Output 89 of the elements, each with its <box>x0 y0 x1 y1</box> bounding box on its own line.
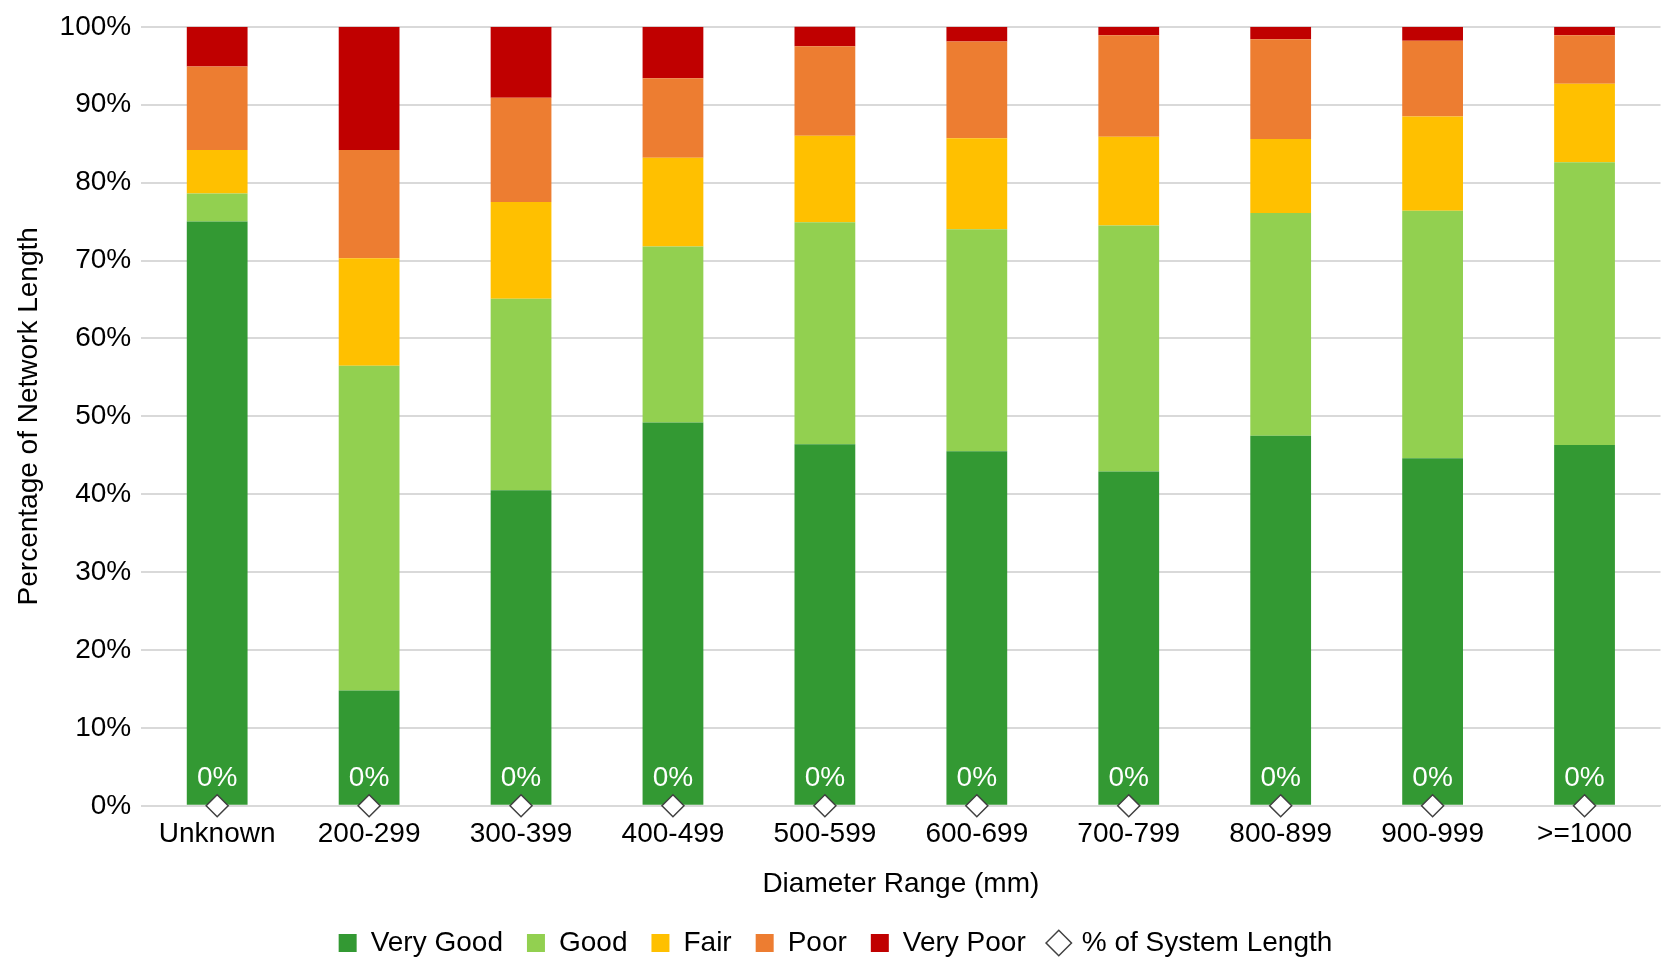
bar <box>186 26 248 67</box>
bar <box>642 78 704 158</box>
bar <box>1402 116 1463 211</box>
bar <box>794 46 856 136</box>
bar <box>1554 83 1615 163</box>
data-label: 0% <box>1108 760 1149 792</box>
x-tick-label: 600-699 <box>925 817 1029 849</box>
data-label: 0% <box>348 760 390 792</box>
data-label: 0% <box>196 760 238 792</box>
bar <box>186 149 248 194</box>
bar <box>794 444 856 805</box>
data-label: 0% <box>652 760 694 792</box>
x-tick-label: 700-799 <box>1077 817 1181 849</box>
data-label: 0% <box>804 760 846 792</box>
bar <box>1098 26 1160 36</box>
y-tick-label: 100% <box>59 9 132 41</box>
bar <box>338 690 400 805</box>
bar <box>642 157 704 247</box>
bar <box>794 222 856 445</box>
data-label: 0% <box>1412 760 1453 792</box>
bar <box>946 229 1008 452</box>
y-tick-label: 80% <box>75 165 132 197</box>
y-tick-label: 40% <box>75 476 132 508</box>
bar <box>794 135 856 223</box>
bar <box>338 26 400 150</box>
data-label: 0% <box>1564 760 1605 792</box>
bar <box>1402 26 1463 41</box>
bar <box>186 66 248 150</box>
x-tick-label: 200-299 <box>317 817 421 849</box>
bar <box>1402 40 1463 117</box>
bar <box>1098 35 1160 137</box>
bar <box>490 490 552 805</box>
bar <box>490 298 552 491</box>
bar <box>946 41 1008 139</box>
bar <box>338 365 400 691</box>
y-tick-label: 10% <box>75 710 132 742</box>
bar <box>1098 136 1160 226</box>
data-label: 0% <box>500 760 542 792</box>
bar <box>1554 445 1615 805</box>
bar <box>946 26 1008 42</box>
x-tick-label: 300-399 <box>469 817 573 849</box>
bar <box>1402 458 1463 805</box>
bar <box>338 258 400 366</box>
bar <box>794 26 856 47</box>
x-axis-title: Diameter Range (mm) <box>762 866 1040 898</box>
x-tick-label: 400-499 <box>621 817 725 849</box>
legend-label: Very Good <box>370 925 503 957</box>
bar <box>490 97 552 203</box>
x-tick-label: >=1000 <box>1537 817 1633 849</box>
bar <box>946 451 1008 805</box>
x-tick-label: 900-999 <box>1381 817 1484 849</box>
bar <box>946 138 1008 230</box>
bar <box>1250 26 1312 40</box>
bar <box>1554 26 1615 36</box>
y-tick-label: 70% <box>75 243 132 275</box>
bar <box>338 149 400 259</box>
y-tick-label: 0% <box>90 788 132 820</box>
bar <box>1554 35 1615 84</box>
bar <box>1554 162 1615 446</box>
bar <box>642 246 704 423</box>
legend-label: % of System Length <box>1081 925 1333 957</box>
bar <box>1250 435 1312 805</box>
legend-label: Very Poor <box>902 925 1026 957</box>
x-tick-label: 800-899 <box>1229 817 1333 849</box>
x-tick-label: 500-599 <box>773 817 877 849</box>
bar <box>1250 138 1312 213</box>
bar <box>186 193 248 222</box>
y-axis-title: Percentage of Network Length <box>11 227 43 606</box>
bar <box>1250 212 1312 436</box>
y-tick-label: 50% <box>75 399 132 431</box>
legend-label: Good <box>558 925 628 957</box>
y-tick-label: 20% <box>75 632 132 664</box>
y-tick-label: 60% <box>75 321 132 353</box>
bar <box>1098 225 1160 472</box>
data-label: 0% <box>1260 760 1301 792</box>
bar <box>490 26 552 98</box>
bar <box>490 202 552 299</box>
bar <box>1402 210 1463 459</box>
bar <box>1098 471 1160 805</box>
y-tick-label: 90% <box>75 87 132 119</box>
bar <box>642 26 704 79</box>
legend-label: Fair <box>683 925 732 957</box>
x-tick-label: Unknown <box>158 817 276 849</box>
bar <box>1250 39 1312 139</box>
bar <box>186 221 248 805</box>
data-label: 0% <box>956 760 998 792</box>
y-tick-label: 30% <box>75 554 132 586</box>
bar <box>642 422 704 805</box>
legend-label: Poor <box>787 925 847 957</box>
